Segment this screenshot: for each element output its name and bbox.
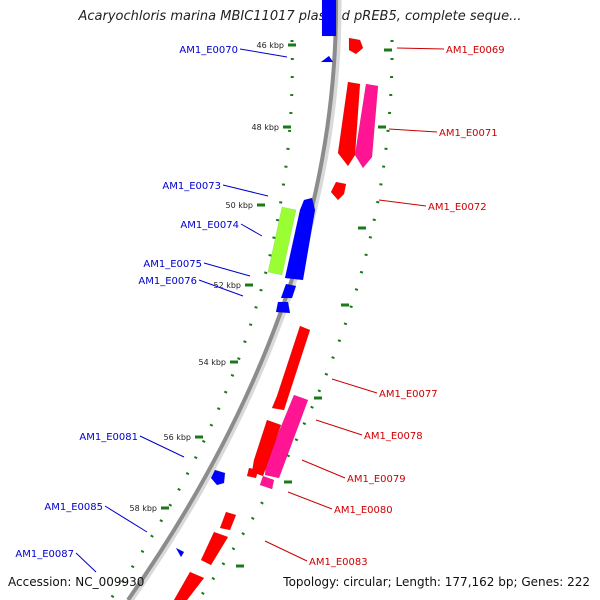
kbp-tick-label: 58 kbp	[129, 504, 157, 513]
topology-summary: Topology: circular; Length: 177,162 bp; …	[283, 575, 590, 589]
gene-arrow-AM1-E0074	[267, 206, 297, 276]
gene-label-forward: AM1_E0078	[364, 431, 423, 442]
label-connector	[396, 47, 445, 50]
label-connector	[198, 279, 244, 297]
label-connector	[203, 262, 251, 277]
gene-label-forward: AM1_E0071	[439, 128, 498, 139]
label-connector	[301, 459, 346, 479]
gene-arrow-AM1-E0071a	[337, 81, 361, 167]
gene-arrow-AM1-E0077	[271, 325, 311, 411]
label-connector	[331, 378, 378, 394]
dotted-scale-layer	[108, 39, 394, 600]
gene-label-reverse: AM1_E0087	[15, 549, 74, 560]
gene-layer	[173, 0, 379, 600]
gene-label-reverse: AM1_E0081	[79, 432, 138, 443]
label-connector	[222, 184, 269, 197]
gene-arrow-AM1-E0080b	[259, 475, 275, 490]
gene-arrow-AM1-E0072	[330, 181, 347, 201]
tick-layer: 46 kbp 48 kbp 50 kbp 52 kbp 54 kbp 56 kbp 58 k…	[129, 41, 392, 568]
label-connector	[139, 435, 185, 458]
gene-arrow-AM1-E0071b	[354, 83, 379, 169]
gene-label-reverse: AM1_E0074	[180, 220, 239, 231]
kbp-tick-label: 54 kbp	[198, 358, 226, 367]
gene-label-reverse: AM1_E0073	[162, 181, 221, 192]
label-connector	[240, 223, 263, 237]
label-connector	[287, 491, 333, 510]
gene-arrow-bottom	[173, 571, 205, 600]
gene-label-forward: AM1_E0069	[446, 45, 505, 56]
gene-arrow-AM1-E0083b	[200, 531, 229, 566]
label-layer: AM1_E0069 AM1_E0071 AM1_E0072 AM1_E0077 AM1_…	[15, 45, 504, 568]
gene-arrow-AM1-E0070	[320, 55, 334, 63]
label-connector	[104, 505, 148, 533]
gene-label-forward: AM1_E0072	[428, 202, 487, 213]
label-connector	[315, 419, 363, 436]
inner-scale-dots	[108, 39, 294, 600]
kbp-tick-label: 56 kbp	[163, 433, 191, 442]
gene-label-reverse: AM1_E0076	[138, 276, 197, 287]
kbp-tick-label: 46 kbp	[256, 41, 284, 50]
label-connector	[264, 540, 308, 562]
gene-arrow-AM1-E0076	[275, 301, 291, 314]
map-title: Acaryochloris marina MBIC11017 plasmid p…	[78, 9, 522, 24]
gene-arrow-AM1-E0080	[246, 467, 259, 479]
gene-label-forward: AM1_E0083	[309, 557, 368, 568]
label-connector-layer	[75, 47, 445, 573]
gene-label-forward: AM1_E0077	[379, 389, 438, 400]
gene-arrow-AM1-E0074-blue	[284, 197, 316, 281]
gene-label-reverse: AM1_E0085	[44, 502, 103, 513]
label-connector	[388, 128, 438, 133]
gene-label-forward: AM1_E0079	[347, 474, 406, 485]
gene-arrow-reverse-top	[321, 0, 337, 37]
kbp-tick-label: 50 kbp	[225, 201, 253, 210]
gene-arrow-AM1-E0081	[210, 469, 226, 486]
label-connector	[378, 199, 427, 207]
label-connector	[239, 48, 288, 58]
gene-arrow-AM1-E0083a	[219, 511, 237, 531]
gene-arrow-AM1-E0069	[348, 37, 364, 55]
gene-arrow-AM1-E0079	[251, 419, 282, 477]
label-connector	[75, 552, 97, 573]
gene-arrow-AM1-E0075	[280, 283, 297, 299]
gene-label-reverse: AM1_E0075	[143, 259, 202, 270]
kbp-tick-label: 52 kbp	[213, 281, 241, 290]
gene-arrow-AM1-E0085	[175, 547, 185, 558]
backbone-shadow	[127, 0, 342, 600]
sequence-backbone	[126, 0, 339, 600]
accession-label: Accession: NC_009930	[8, 575, 145, 589]
kbp-tick-label: 48 kbp	[251, 123, 279, 132]
gene-label-forward: AM1_E0080	[334, 505, 393, 516]
gene-label-reverse: AM1_E0070	[179, 45, 238, 56]
